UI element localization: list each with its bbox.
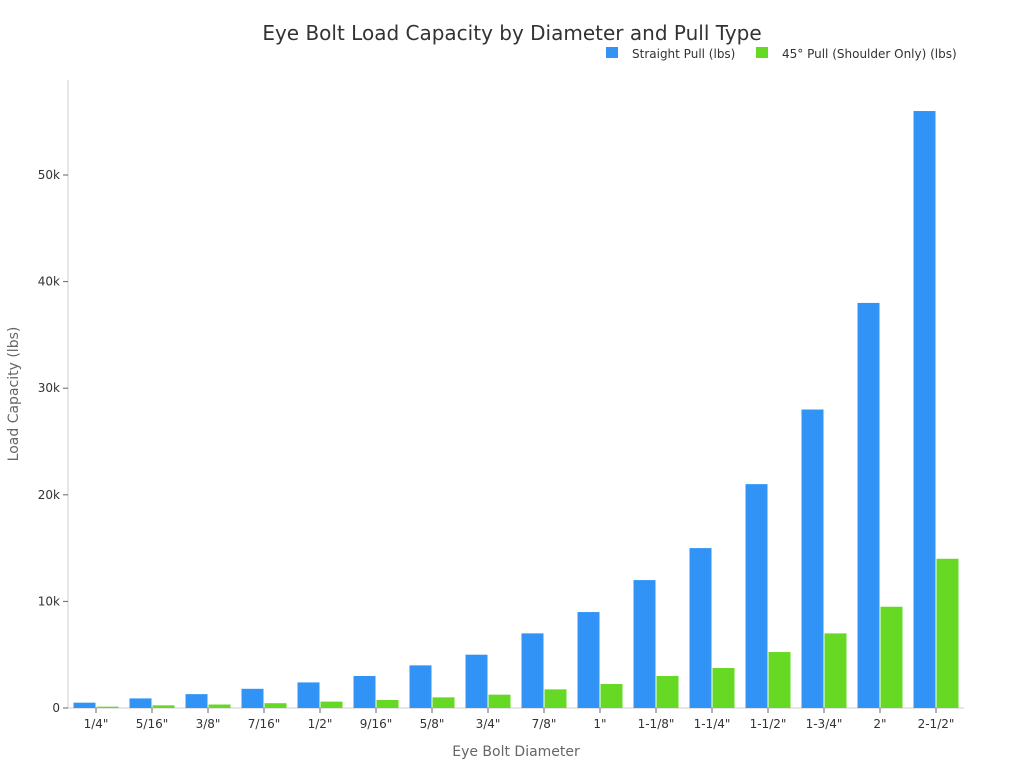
bar-45-pull (96, 706, 119, 708)
bar-45-pull (880, 606, 903, 708)
x-tick-label: 2-1/2" (918, 717, 955, 731)
x-tick-label: 1/4" (84, 717, 109, 731)
bar-45-pull (432, 697, 455, 708)
x-tick-label: 7/16" (248, 717, 280, 731)
x-tick-label: 1" (593, 717, 606, 731)
x-tick-label: 5/8" (420, 717, 445, 731)
bar-straight-pull (633, 580, 656, 708)
bar-straight-pull (521, 633, 544, 708)
bar-45-pull (712, 668, 735, 708)
x-tick-label: 9/16" (360, 717, 392, 731)
y-axis-label: Load Capacity (lbs) (6, 327, 22, 462)
bar-straight-pull (409, 665, 432, 708)
bar-straight-pull (577, 612, 600, 708)
bar-straight-pull (857, 302, 880, 708)
bar-straight-pull (689, 548, 712, 708)
chart-title: Eye Bolt Load Capacity by Diameter and P… (262, 21, 761, 45)
bar-straight-pull (241, 688, 264, 708)
y-tick-label: 30k (38, 381, 60, 395)
x-tick-label: 1/2" (308, 717, 333, 731)
x-axis-label: Eye Bolt Diameter (452, 744, 580, 760)
bar-straight-pull (129, 698, 152, 708)
bar-straight-pull (801, 409, 824, 708)
bar-straight-pull (913, 111, 936, 709)
bar-straight-pull (297, 682, 320, 708)
x-tick-label: 5/16" (136, 717, 168, 731)
bar-45-pull (544, 689, 567, 708)
x-tick-label: 3/8" (196, 717, 221, 731)
x-tick-label: 1-1/8" (638, 717, 675, 731)
bar-45-pull (488, 694, 511, 708)
bar-straight-pull (353, 676, 376, 708)
legend-label: 45° Pull (Shoulder Only) (lbs) (782, 47, 957, 61)
bar-45-pull (208, 704, 231, 708)
bar-45-pull (320, 701, 343, 708)
x-tick-label: 2" (873, 717, 886, 731)
bar-45-pull (936, 558, 959, 708)
bar-straight-pull (73, 702, 96, 708)
x-tick-label: 1-3/4" (806, 717, 843, 731)
bar-45-pull (656, 676, 679, 708)
bar-45-pull (768, 652, 791, 708)
bar-straight-pull (465, 654, 488, 708)
bar-straight-pull (745, 484, 768, 708)
bar-straight-pull (185, 694, 208, 708)
x-tick-label: 7/8" (532, 717, 557, 731)
y-tick-label: 40k (38, 275, 60, 289)
bar-45-pull (824, 633, 847, 708)
legend: Straight Pull (lbs) 45° Pull (Shoulder On… (606, 47, 957, 61)
y-tick-label: 20k (38, 488, 60, 502)
bar-45-pull (152, 705, 175, 708)
bar-45-pull (264, 703, 287, 708)
y-tick-label: 0 (52, 701, 60, 715)
legend-swatch (606, 47, 618, 58)
legend-swatch (756, 47, 768, 58)
x-tick-label: 3/4" (476, 717, 501, 731)
bar-45-pull (600, 684, 623, 708)
bar-45-pull (376, 700, 399, 708)
y-tick-label: 50k (38, 168, 60, 182)
x-tick-label: 1-1/4" (694, 717, 731, 731)
y-tick-label: 10k (38, 594, 60, 608)
legend-label: Straight Pull (lbs) (632, 47, 735, 61)
x-tick-label: 1-1/2" (750, 717, 787, 731)
